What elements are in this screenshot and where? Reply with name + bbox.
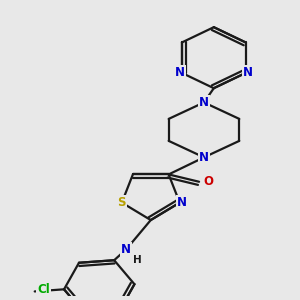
Text: N: N — [243, 66, 253, 80]
Text: N: N — [121, 243, 131, 256]
Text: Cl: Cl — [37, 283, 50, 296]
Text: O: O — [203, 175, 213, 188]
Text: H: H — [133, 254, 141, 265]
Text: N: N — [175, 66, 184, 80]
Text: N: N — [199, 151, 209, 164]
Text: S: S — [118, 196, 126, 209]
Text: N: N — [177, 196, 187, 209]
Text: N: N — [199, 96, 209, 109]
